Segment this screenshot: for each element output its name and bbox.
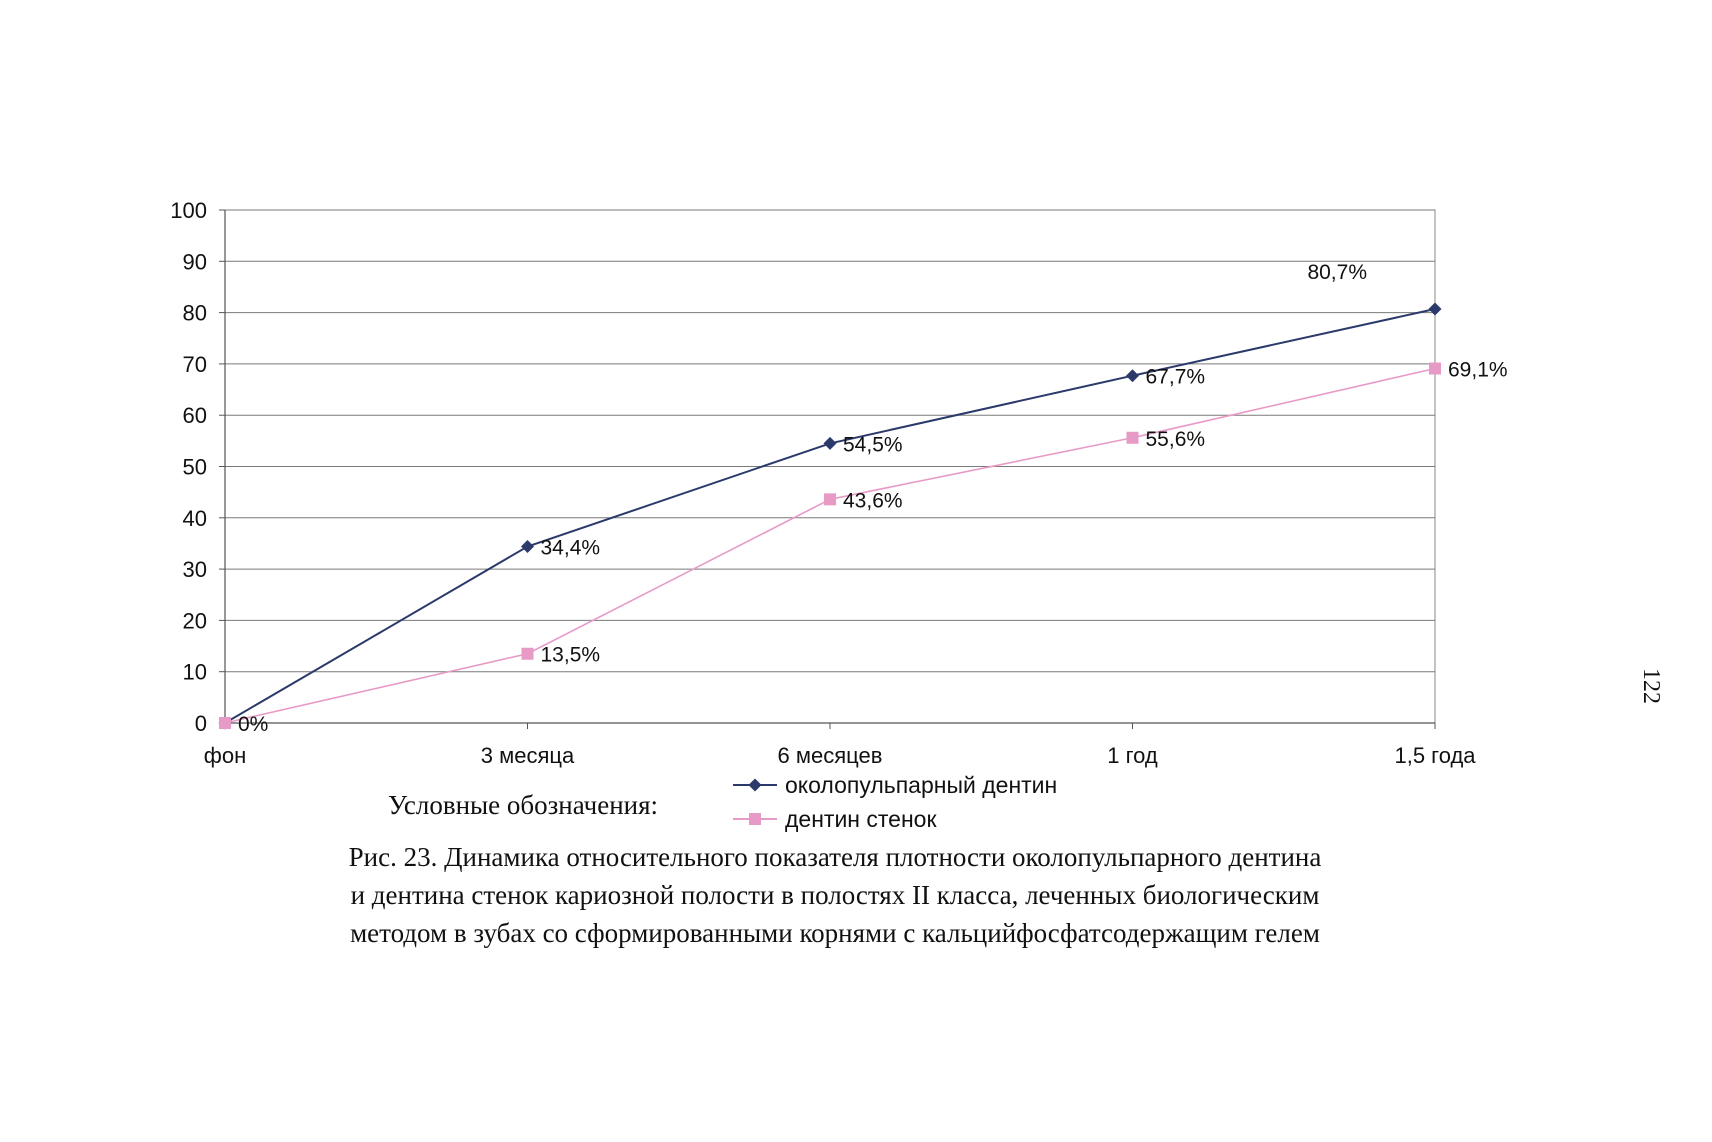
data-point-marker — [1126, 369, 1139, 383]
data-point-marker — [823, 436, 837, 450]
legend: околопульпарный дентин дентин стенок — [733, 772, 1057, 832]
y-tick-label: 10 — [183, 660, 207, 685]
data-point-marker — [1428, 302, 1442, 316]
y-tick-label: 30 — [183, 557, 207, 582]
data-point-marker — [1126, 431, 1139, 444]
y-axis-ticks: 0 10 20 30 40 50 60 70 80 90 100 — [170, 198, 225, 736]
x-tick-label: 1 год — [1107, 743, 1158, 768]
data-point-marker — [748, 778, 762, 792]
legend-title: Условные обозначения: — [388, 790, 659, 820]
x-tick-label: 1,5 года — [1394, 743, 1476, 768]
data-point-marker — [521, 540, 534, 554]
x-tick-label: 6 месяцев — [778, 743, 883, 768]
x-axis-ticks: фон 3 месяца 6 месяцев 1 год 1,5 года — [204, 723, 1476, 768]
y-tick-label: 0 — [195, 711, 207, 736]
figure-caption-line-3: методом в зубах со сформированными корня… — [350, 918, 1320, 948]
data-label: 43,6% — [843, 489, 903, 512]
y-tick-label: 100 — [170, 198, 207, 223]
figure-caption-line-1: Рис. 23. Динамика относительного показат… — [348, 842, 1322, 872]
y-tick-label: 20 — [183, 608, 207, 633]
data-label: 80,7% — [1307, 261, 1367, 284]
data-label: 0% — [238, 713, 268, 736]
data-label: 34,4% — [541, 537, 601, 560]
data-point-marker — [521, 647, 534, 660]
page-number: 122 — [1638, 668, 1664, 704]
y-tick-label: 90 — [183, 249, 207, 274]
series-2: 0% 13,5% 43,6% 55,6% 69,1% — [219, 359, 1508, 736]
data-point-marker — [824, 493, 836, 506]
y-tick-label: 80 — [183, 301, 207, 326]
series-group: 34,4% 54,5% 67,7% 80,7% 0% 13,5% 43,6% 55,6% 69,… — [218, 261, 1508, 736]
x-tick-label: фон — [204, 743, 247, 768]
data-label: 69,1% — [1448, 359, 1508, 382]
data-point-marker — [219, 717, 231, 729]
data-label: 67,7% — [1146, 366, 1206, 389]
series-1: 34,4% 54,5% 67,7% 80,7% — [218, 261, 1442, 730]
legend-entry-label: околопульпарный дентин — [785, 772, 1057, 798]
legend-entry-label: дентин стенок — [785, 806, 937, 832]
data-label: 54,5% — [843, 433, 903, 456]
data-point-marker — [1429, 362, 1441, 375]
y-tick-label: 40 — [183, 506, 207, 531]
y-tick-label: 50 — [183, 455, 207, 480]
x-tick-label: 3 месяца — [481, 743, 575, 768]
y-tick-label: 60 — [183, 403, 207, 428]
data-label: 55,6% — [1146, 428, 1206, 451]
figure-caption-line-2: и дентина стенок кариозной полости в пол… — [350, 880, 1320, 910]
y-tick-label: 70 — [183, 352, 207, 377]
data-point-marker — [749, 813, 761, 825]
data-label: 13,5% — [541, 644, 601, 667]
